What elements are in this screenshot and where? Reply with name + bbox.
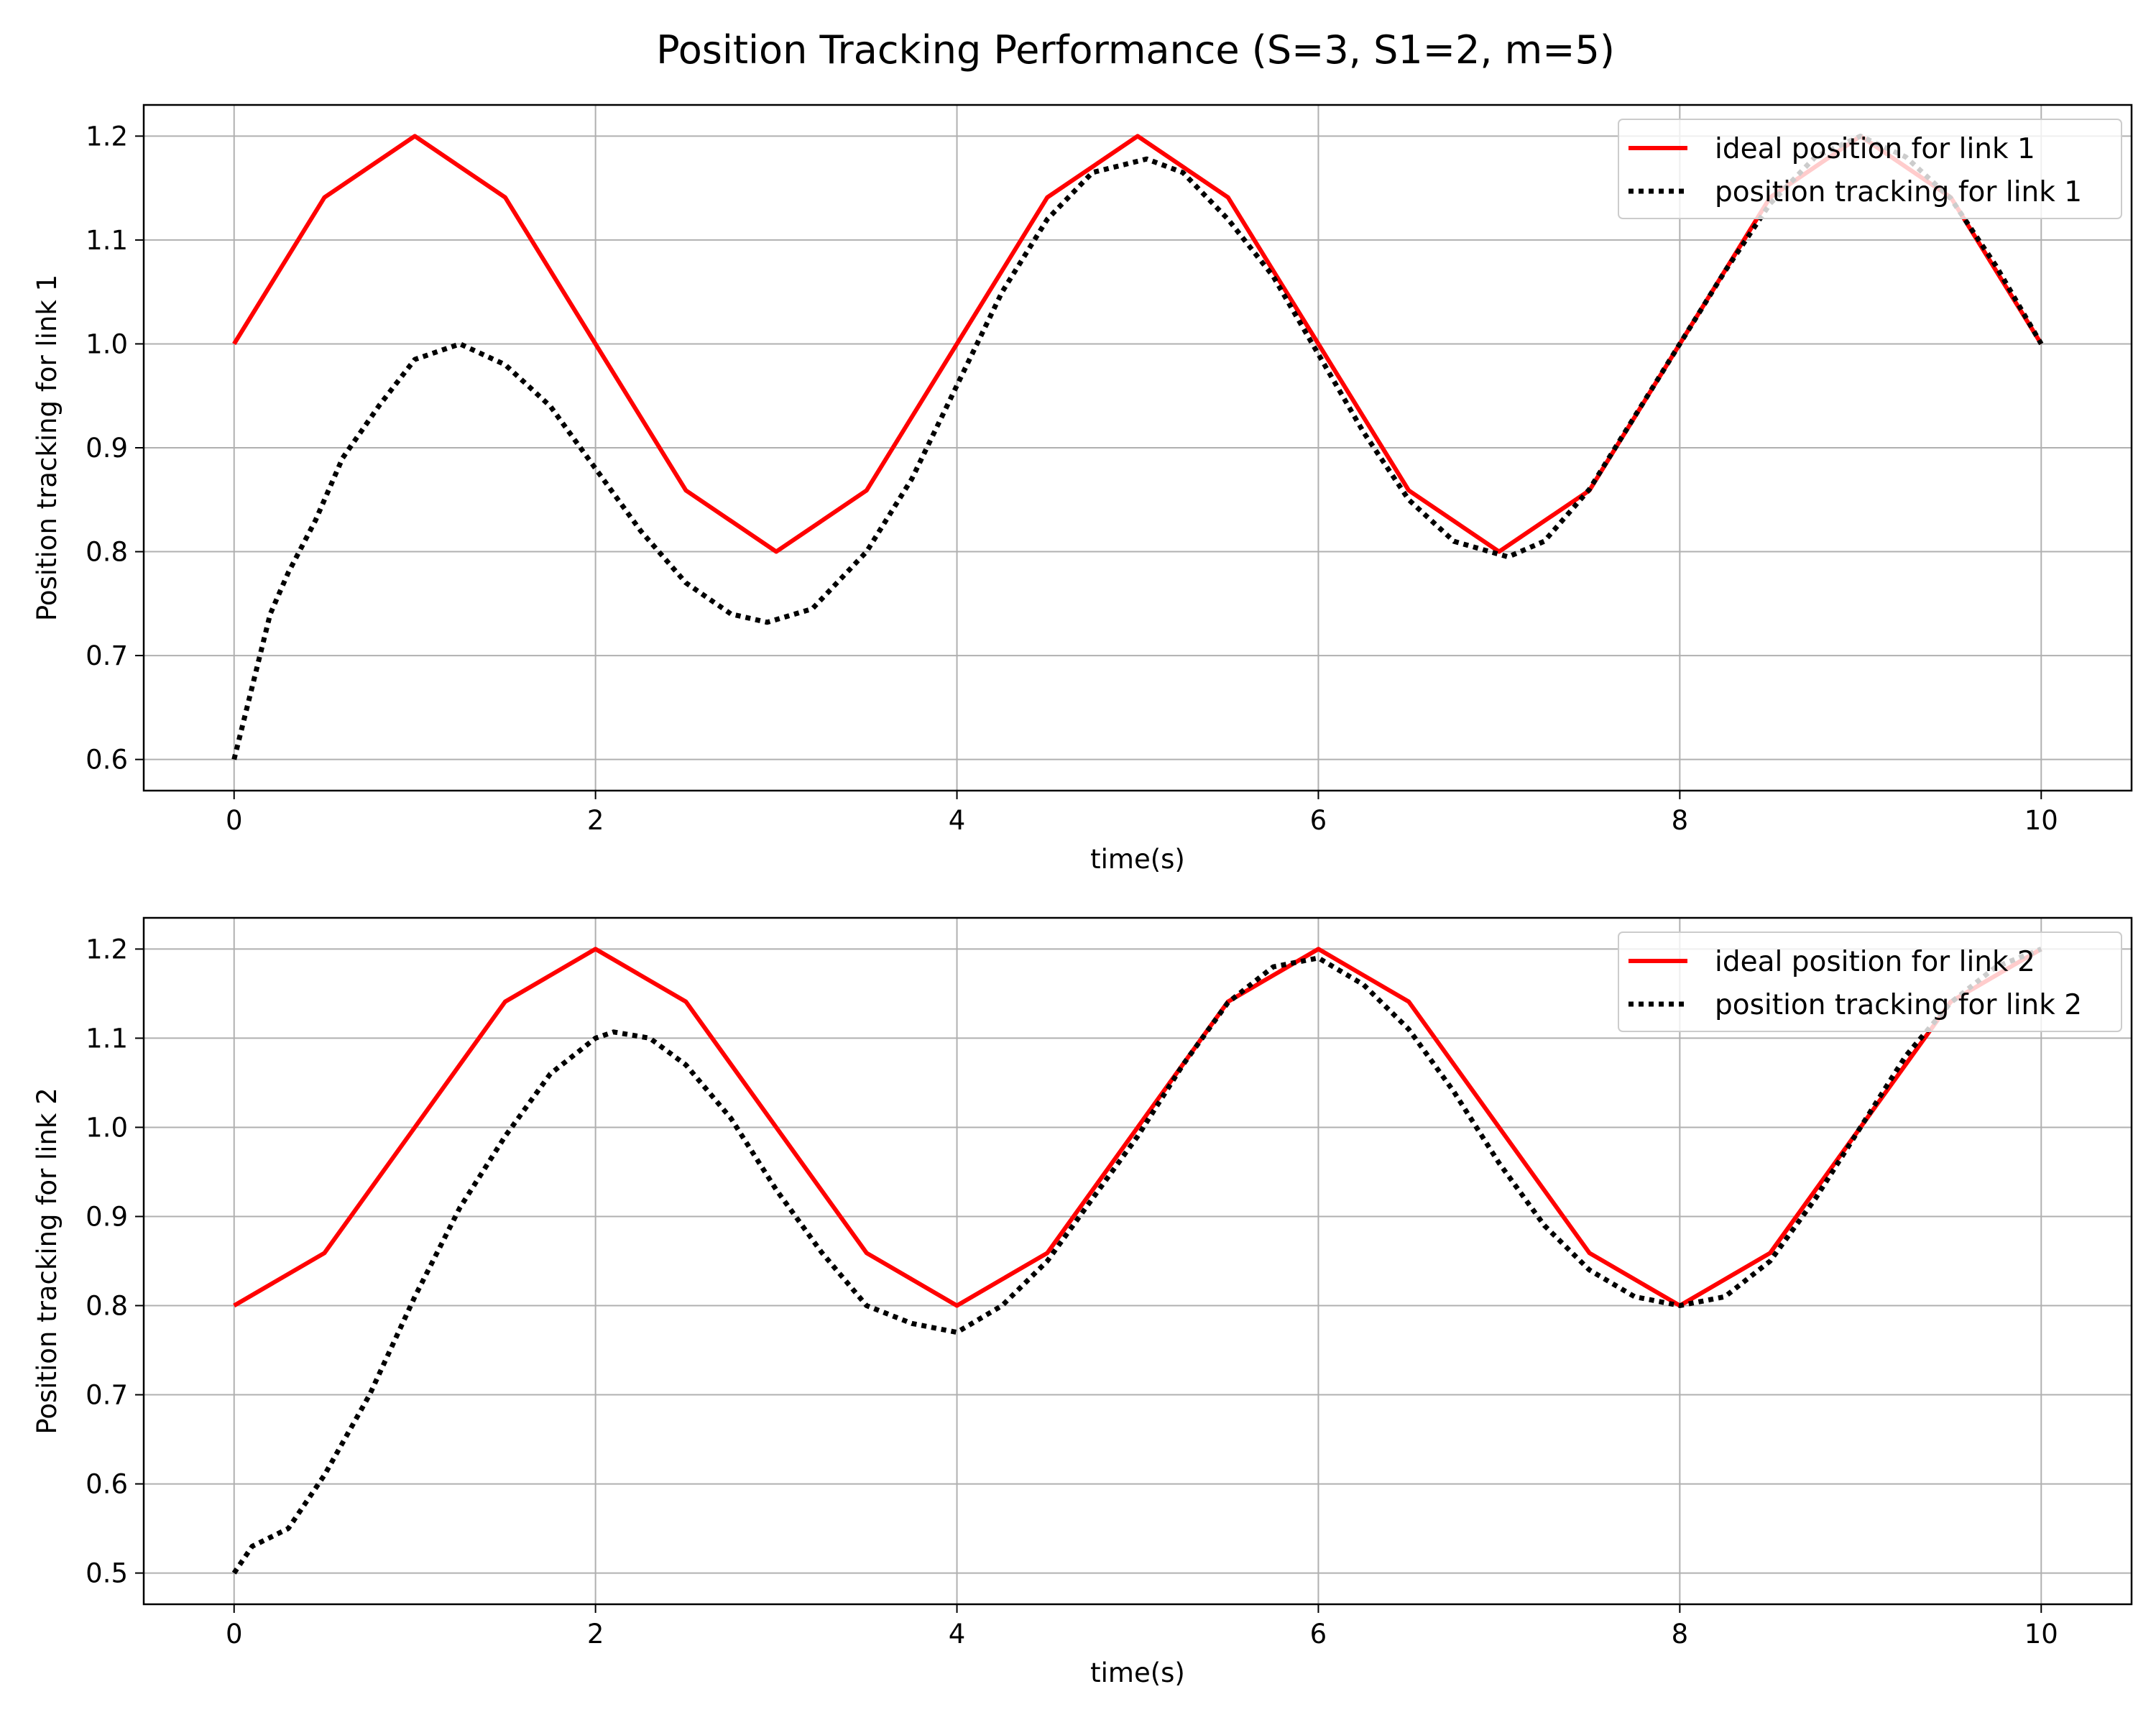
y-axis-ticks: 0.6 0.7 0.8 0.9 1.0 1.1 1.2 — [86, 121, 144, 776]
y-tick-label: 1.2 — [86, 934, 128, 965]
legend-label-tracking: position tracking for link 2 — [1715, 989, 2082, 1021]
y-axis-label: Position tracking for link 2 — [32, 1087, 63, 1434]
y-tick-label: 0.6 — [86, 745, 128, 776]
legend-label-tracking: position tracking for link 1 — [1715, 176, 2082, 208]
y-tick-label: 1.1 — [86, 225, 128, 256]
y-tick-label: 0.9 — [86, 1201, 128, 1232]
subplot-link-1: 0 2 4 6 8 10 0.6 0.7 0.8 0.9 1.0 1.1 1.2 time(s) Po… — [32, 104, 2133, 875]
x-tick-label: 0 — [226, 805, 243, 836]
legend: ideal position for link 2 position track… — [1618, 932, 2122, 1032]
y-tick-label: 1.0 — [86, 1112, 128, 1143]
y-tick-label: 0.5 — [86, 1558, 128, 1589]
y-tick-label: 0.7 — [86, 1380, 128, 1411]
legend-box — [1618, 932, 2122, 1032]
subplot-link-2: 0 2 4 6 8 10 0.5 0.6 0.7 0.8 0.9 1.0 1.1 1.2 time(s)… — [32, 916, 2133, 1688]
x-tick-label: 8 — [1672, 805, 1689, 836]
series-line-ideal — [232, 134, 2043, 554]
series-line-tracking — [231, 133, 2044, 760]
y-tick-label: 0.6 — [86, 1469, 128, 1500]
x-tick-label: 10 — [2024, 1619, 2058, 1650]
plot-area — [231, 133, 2044, 760]
x-tick-label: 0 — [226, 1619, 243, 1650]
x-axis-ticks: 0 2 4 6 8 10 — [226, 791, 2058, 836]
x-tick-label: 6 — [1310, 1619, 1327, 1650]
x-axis-label: time(s) — [1090, 844, 1185, 875]
y-tick-label: 0.8 — [86, 537, 128, 568]
axes-frame — [142, 916, 2133, 1606]
legend-label-ideal: ideal position for link 1 — [1715, 133, 2035, 165]
legend-label-ideal: ideal position for link 2 — [1715, 946, 2035, 978]
x-axis-label: time(s) — [1090, 1657, 1185, 1688]
figure-title: Position Tracking Performance (S=3, S1=2… — [656, 27, 1615, 73]
legend-box — [1618, 119, 2122, 219]
y-tick-label: 1.2 — [86, 121, 128, 152]
x-tick-label: 4 — [949, 805, 966, 836]
y-tick-label: 0.7 — [86, 640, 128, 671]
x-tick-label: 6 — [1310, 805, 1327, 836]
y-axis-ticks: 0.5 0.6 0.7 0.8 0.9 1.0 1.1 1.2 — [86, 934, 144, 1589]
x-axis-ticks: 0 2 4 6 8 10 — [226, 1604, 2058, 1650]
x-tick-label: 8 — [1672, 1619, 1689, 1650]
y-tick-label: 0.9 — [86, 433, 128, 464]
x-tick-label: 2 — [587, 1619, 604, 1650]
x-tick-label: 2 — [587, 805, 604, 836]
x-tick-label: 10 — [2024, 805, 2058, 836]
y-tick-label: 1.0 — [86, 328, 128, 359]
legend: ideal position for link 1 position track… — [1618, 119, 2122, 219]
y-tick-label: 0.8 — [86, 1291, 128, 1322]
y-tick-label: 1.1 — [86, 1023, 128, 1054]
series-line-ideal — [233, 947, 2042, 1308]
x-tick-label: 4 — [949, 1619, 966, 1650]
grid-lines — [144, 918, 2132, 1604]
y-axis-label: Position tracking for link 1 — [32, 275, 63, 621]
plot-area — [231, 947, 2042, 1575]
